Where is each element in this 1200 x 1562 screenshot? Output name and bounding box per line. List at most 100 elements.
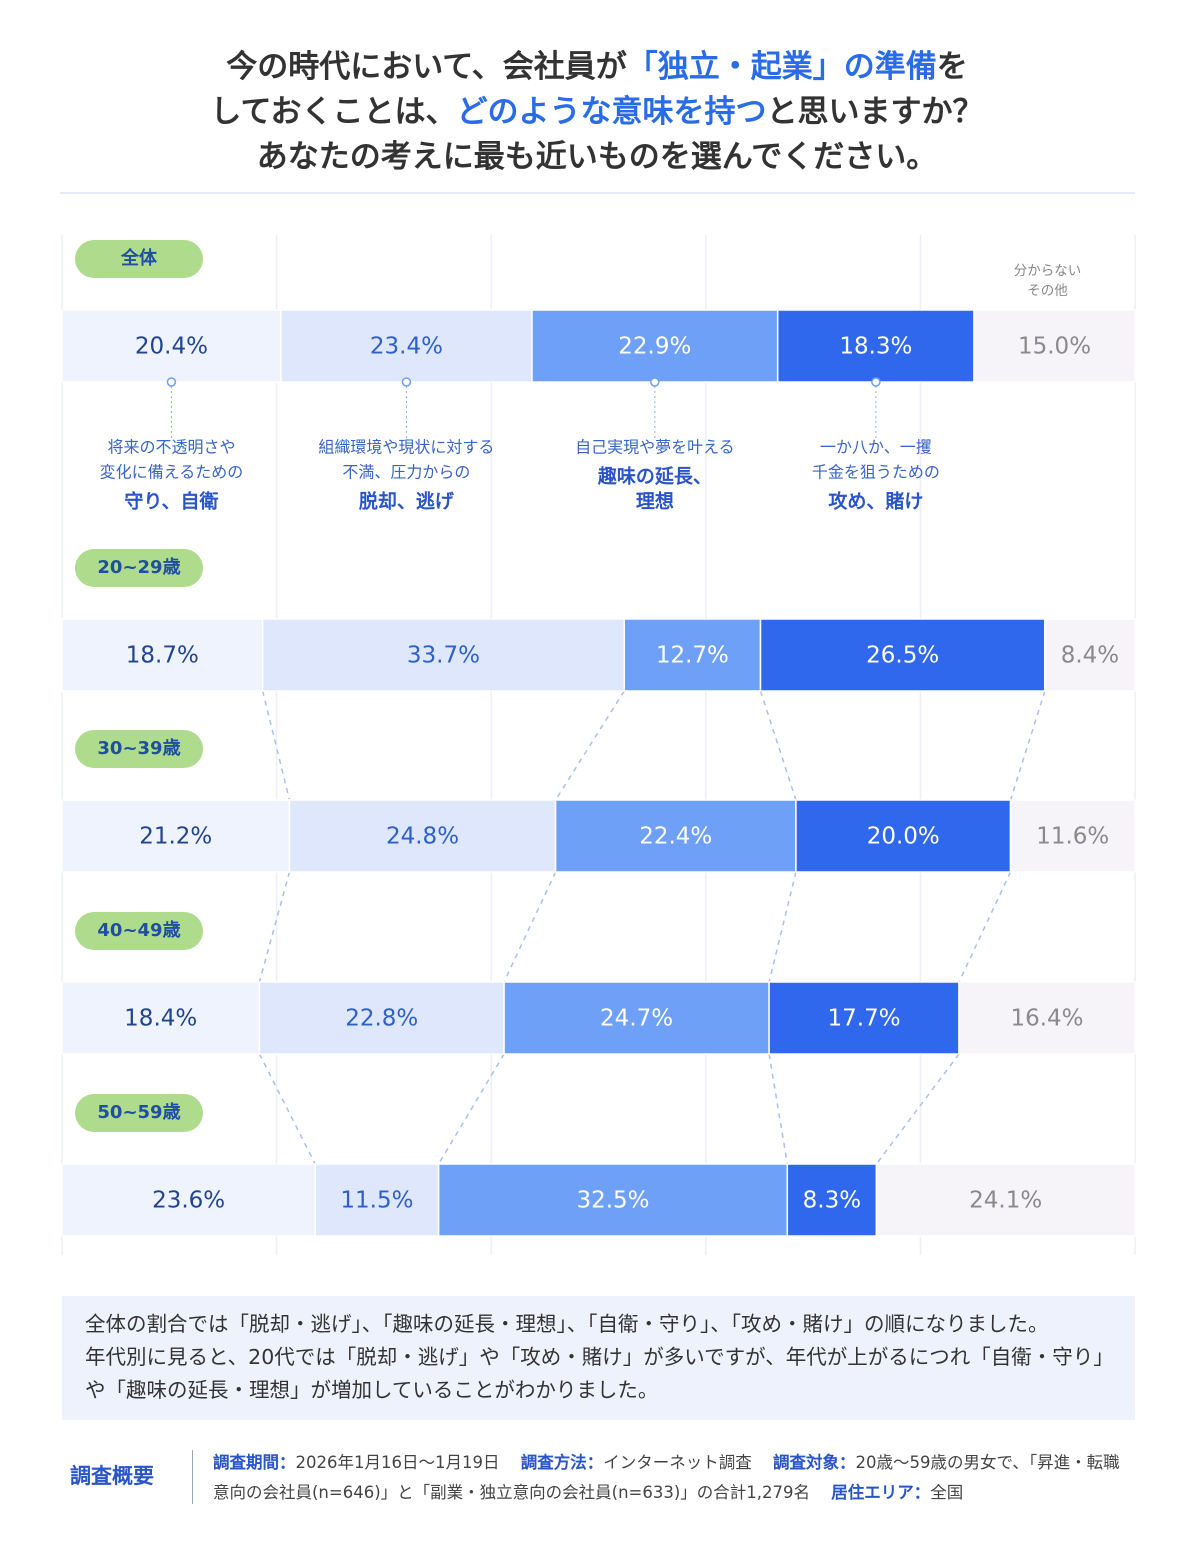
title-part: あなたの考えに最も近いものを選んでください。 <box>257 139 937 175</box>
connector <box>875 1053 960 1165</box>
value-label: 23.6% <box>152 1188 225 1214</box>
survey-item: 調査方法：インターネット調査 <box>521 1453 752 1472</box>
survey-label: 居住エリア： <box>831 1483 931 1502</box>
value-label: 33.7% <box>407 643 480 669</box>
connector <box>258 1053 316 1165</box>
value-label: 22.4% <box>639 824 712 850</box>
series-note: 将来の不透明さや <box>107 438 235 457</box>
bar-segment <box>437 1163 789 1237</box>
series-note: 組織環境や現状に対する <box>318 438 494 457</box>
pointer-dot <box>871 377 881 387</box>
bar-segment <box>61 799 291 873</box>
value-label: 24.8% <box>386 824 459 850</box>
title-line: あなたの考えに最も近いものを選んでください。 <box>257 139 937 175</box>
bar-segment <box>958 981 1136 1055</box>
group-pill <box>75 549 203 587</box>
series-name: その他 <box>1027 283 1068 299</box>
group-label: 50~59歳 <box>97 1102 180 1123</box>
bar-segment <box>314 1163 440 1237</box>
bar-segment <box>1009 799 1136 873</box>
survey-item: 居住エリア：全国 <box>831 1483 963 1502</box>
connector <box>554 690 625 801</box>
series-name: 攻め、賭け <box>828 490 923 513</box>
group-pill <box>75 240 203 278</box>
value-label: 12.7% <box>656 643 729 669</box>
series-name: 守り、自衛 <box>124 490 218 513</box>
title-part: と思いますか？ <box>767 94 984 130</box>
bar-segment <box>280 309 533 383</box>
bar-segment <box>261 618 626 692</box>
bar-segment <box>768 981 960 1055</box>
bar-segment <box>503 981 770 1055</box>
title-line: しておくことは、どのような意味を持つと思いますか？ <box>210 94 983 130</box>
value-label: 8.4% <box>1061 643 1119 669</box>
group-label: 30~39歳 <box>97 738 180 759</box>
bar-segment <box>61 981 261 1055</box>
series-note: 自己実現や夢を叶える <box>575 438 735 457</box>
bar-segment <box>973 309 1136 383</box>
connector <box>768 1053 789 1165</box>
survey-heading: 調査概要 <box>70 1464 154 1488</box>
summary-line: 年代別に見ると、20代では「脱却・逃げ」や「攻め・賭け」が多いですが、年代が上が… <box>85 1345 1114 1402</box>
value-label: 22.8% <box>345 1006 418 1032</box>
value-label: 11.6% <box>1036 824 1109 850</box>
value-label: 18.7% <box>126 643 199 669</box>
survey-text: 20歳〜59歳の男女で、「昇進・転職意向の会社員(n=646)」と「副業・独立意… <box>213 1453 1120 1502</box>
survey-text: 2026年1月16日〜1月19日 <box>295 1453 500 1472</box>
summary-line: 全体の割合では「脱却・逃げ」、「趣味の延長・理想」、「自衛・守り」、「攻め・賭け… <box>85 1312 1049 1336</box>
survey-item: 調査対象：20歳〜59歳の男女で、「昇進・転職意向の会社員(n=646)」と「副… <box>213 1453 1120 1502</box>
group-pill <box>75 912 203 950</box>
group-label: 40~49歳 <box>97 920 180 941</box>
series-note: 千金を狙うための <box>812 463 940 482</box>
pointer-dot <box>650 377 660 387</box>
survey-label: 調査方法： <box>520 1453 604 1472</box>
bar-segment <box>258 981 505 1055</box>
survey-label: 調査対象： <box>772 1453 856 1472</box>
bar-segment <box>61 618 264 692</box>
series-name: 理想 <box>636 490 674 513</box>
value-label: 17.7% <box>828 1006 901 1032</box>
title-part: しておくことは、 <box>210 94 456 130</box>
bar-segment <box>786 1163 878 1237</box>
value-label: 18.4% <box>124 1006 197 1032</box>
series-note: 不満、圧力からの <box>342 463 470 482</box>
series-name: 趣味の延長、 <box>597 465 712 488</box>
survey-details: 調査期間：2026年1月16日〜1月19日 調査方法：インターネット調査 調査対… <box>213 1448 1128 1508</box>
series-note: 一か八か、一攫 <box>820 438 932 457</box>
separator <box>192 1450 193 1504</box>
bar-segment <box>795 799 1012 873</box>
pointer-dot <box>166 377 177 387</box>
title-part: を <box>937 49 968 85</box>
summary-box: 全体の割合では「脱却・逃げ」、「趣味の延長・理想」、「自衛・守り」、「攻め・賭け… <box>62 1296 1135 1420</box>
value-label: 18.3% <box>839 334 912 360</box>
value-label: 26.5% <box>866 643 939 669</box>
connector <box>258 871 291 983</box>
title-part: どのような意味を持つ <box>457 94 767 130</box>
survey-item: 調査期間：2026年1月16日〜1月19日 <box>213 1453 499 1472</box>
value-label: 20.4% <box>135 334 208 360</box>
value-label: 22.9% <box>618 334 691 360</box>
bar-segment <box>554 799 797 873</box>
value-label: 20.0% <box>867 824 940 850</box>
series-note: 変化に備えるための <box>100 463 244 482</box>
connector <box>503 871 557 983</box>
value-label: 16.4% <box>1010 1006 1083 1032</box>
survey-text: インターネット調査 <box>603 1453 752 1472</box>
group-label: 20~29歳 <box>97 557 180 578</box>
connector <box>1009 690 1046 801</box>
value-label: 15.0% <box>1018 334 1091 360</box>
pointer-dot <box>401 377 412 387</box>
bar-segment <box>776 309 975 383</box>
series-name: 分からない <box>1014 263 1082 279</box>
group-pill <box>75 1094 203 1132</box>
title-part: 今の時代において、会社員が <box>226 49 627 85</box>
value-label: 24.1% <box>969 1188 1042 1214</box>
bar-segment <box>875 1163 1136 1237</box>
value-label: 32.5% <box>576 1188 649 1214</box>
connector <box>261 690 291 801</box>
group-label: 全体 <box>120 247 158 269</box>
value-label: 24.7% <box>600 1006 673 1032</box>
title-part: 「独立・起業」の準備 <box>627 49 937 85</box>
value-label: 8.3% <box>803 1188 861 1214</box>
